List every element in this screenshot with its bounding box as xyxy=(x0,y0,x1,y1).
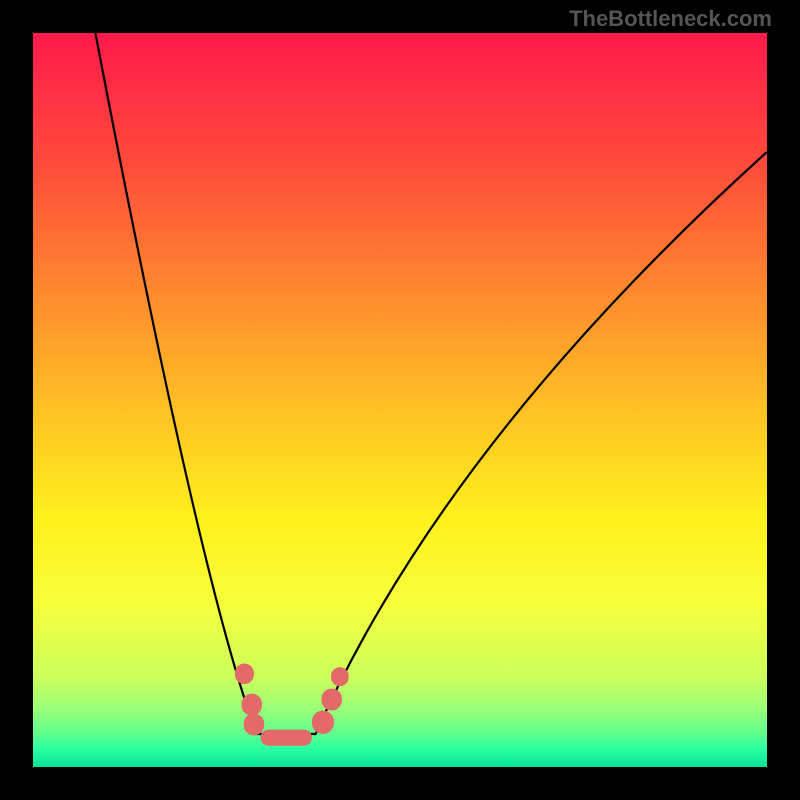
plot-area xyxy=(33,33,767,767)
watermark-text: TheBottleneck.com xyxy=(569,6,772,32)
figure-root: TheBottleneck.com xyxy=(0,0,800,800)
